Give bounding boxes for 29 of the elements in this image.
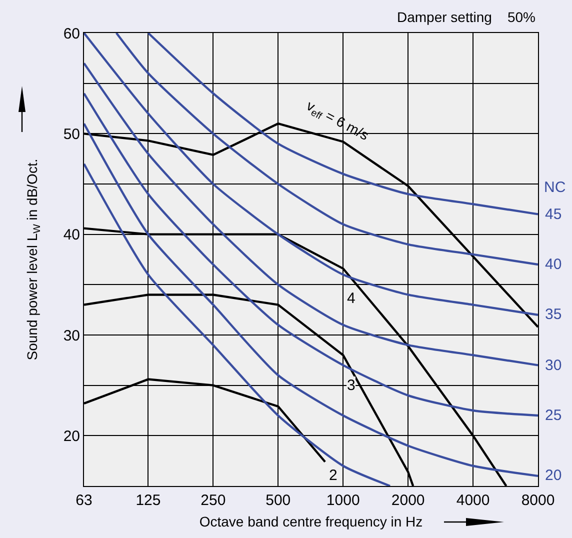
line-series [84,92,538,417]
x-tick-label: 63 [76,492,92,509]
series-label: 25 [545,407,562,424]
text: Damper setting 50% [397,9,536,25]
text: NC [544,179,566,196]
series-label: 4 [347,290,356,307]
y-tick-label: 30 [63,327,80,344]
y-tick-label: 40 [63,226,80,244]
line-series [84,62,538,366]
x-tick-label: 500 [266,492,291,509]
line-series [84,33,538,316]
x-tick-label: 250 [200,492,226,509]
x-tick-label: 4000 [456,492,490,509]
y-tick-label: 60 [63,25,80,42]
series-label: 2 [329,467,338,484]
series-label: 40 [545,256,562,273]
series-label: 3 [347,377,356,394]
x-tick-label: 125 [136,492,161,509]
series-label: 20 [545,467,562,484]
y-tick-label: 20 [63,428,80,445]
x-tick-label: 1000 [326,492,360,509]
line-series [147,33,538,216]
series-label: 45 [545,206,562,223]
series-label: 35 [545,306,562,323]
x-tick-label: 2000 [391,492,425,509]
x-tick-label: 8000 [521,492,555,509]
series-label: 30 [545,357,562,374]
x-axis-title: Octave band centre frequency in Hz [199,513,423,530]
y-tick-label: 50 [63,126,80,143]
